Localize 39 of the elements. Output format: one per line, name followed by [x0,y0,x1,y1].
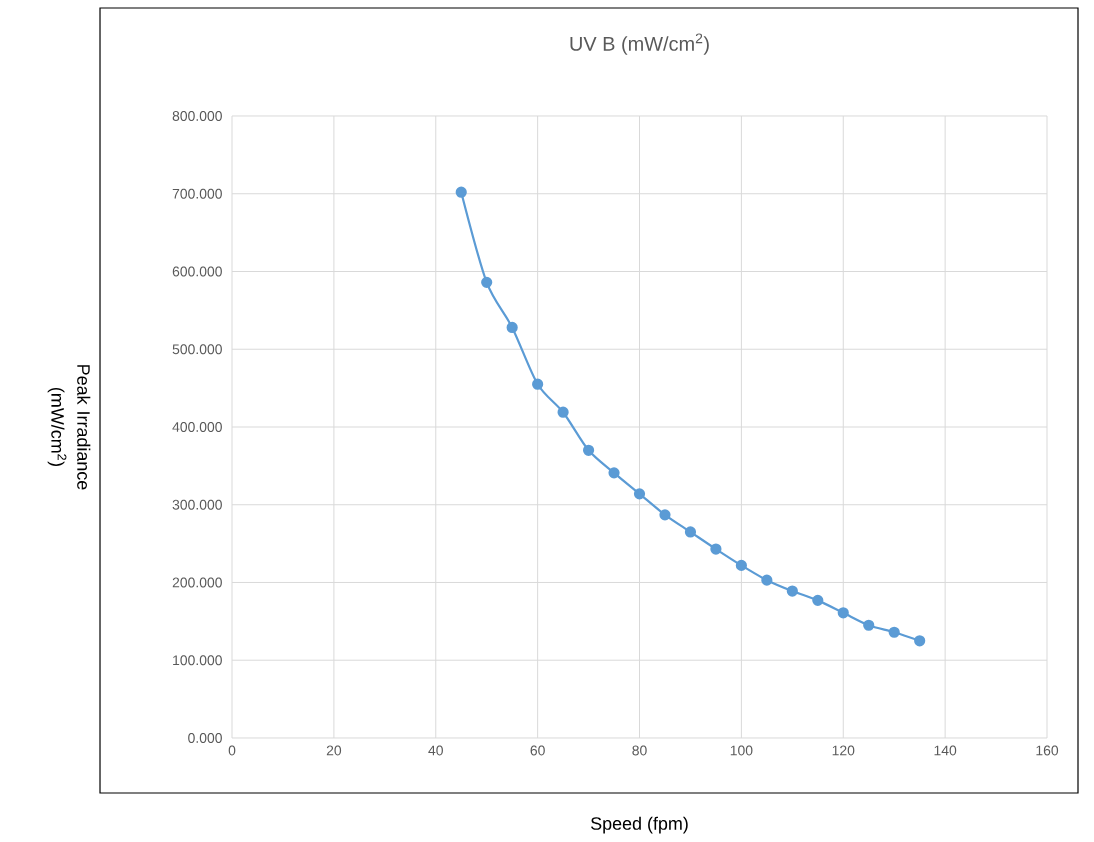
point [582,444,595,456]
point [532,378,544,390]
point [888,626,900,638]
chart-title: UV B (mW/cm$^{2}$) [570,33,709,55]
point [863,619,875,631]
point [455,186,467,198]
point [633,488,646,500]
point [506,321,518,334]
y-tick-label: 0.000 [188,733,222,743]
point [608,467,620,479]
point [786,585,798,597]
point [812,594,824,606]
point [684,526,697,538]
x-tick-label: 0 [228,745,236,756]
x-tick-label: 60 [530,745,545,756]
point [659,509,671,521]
y-tick-label: 500.000 [172,344,222,355]
x-tick-label: 120 [832,745,855,756]
point [914,635,926,647]
x-tick-label: 20 [326,745,342,756]
x-tick-label: 140 [934,745,957,756]
x-axis-title: Speed (fpm) [590,816,688,834]
x-tick-label: 160 [1036,745,1059,756]
y-tick-label: 300.000 [172,499,222,510]
point [710,543,722,555]
point [837,607,849,619]
point [481,276,493,288]
point [735,559,747,571]
x-tick-label: 100 [730,745,753,756]
y-tick-label: 800.000 [172,111,222,121]
x-tick-label: 40 [428,745,443,756]
y-tick-label: 400.000 [172,422,222,432]
x-tick-label: 80 [632,745,647,756]
y-tick-label: 200.000 [172,577,222,588]
point [557,406,569,418]
point [761,574,773,586]
y-tick-label: 600.000 [172,266,222,277]
y-tick-label: 100.000 [173,655,222,666]
y-tick-label: 700.000 [172,188,222,199]
